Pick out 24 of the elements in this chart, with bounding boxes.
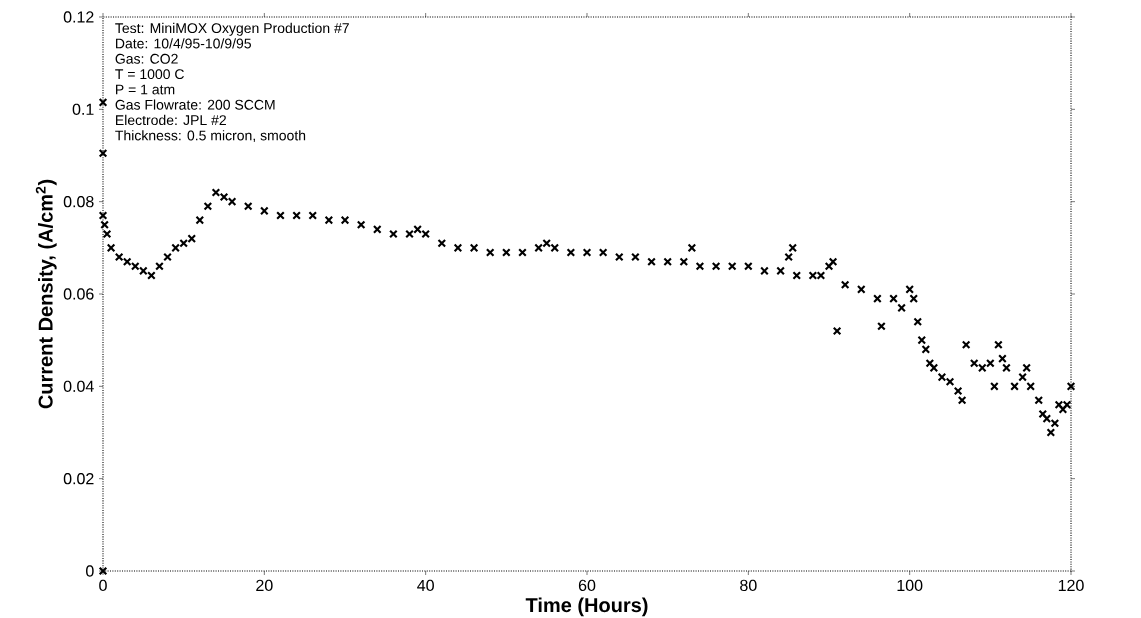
annotation: Electrode: JPL #2 bbox=[116, 114, 226, 126]
annotation: Thickness: 0.5 micron, smooth bbox=[115, 130, 306, 143]
annotation: Test: MiniMOX Oxygen Production #7 bbox=[115, 22, 349, 36]
x-tick-label: 100 bbox=[897, 579, 923, 592]
x-axis-title: Time (Hours) bbox=[525, 597, 648, 617]
annotation: Gas Flowrate: 200 SCCM bbox=[115, 99, 275, 110]
x-tick-label: 80 bbox=[740, 579, 757, 592]
annotation: Gas: CO2 bbox=[115, 53, 178, 64]
y-tick-label: 0.08 bbox=[63, 196, 94, 208]
y-tick-label: 0 bbox=[86, 565, 94, 577]
x-tick-label: 0 bbox=[99, 579, 107, 592]
annotation: Date: 10/4/95-10/9/95 bbox=[116, 38, 251, 49]
y-tick-label: 0.04 bbox=[63, 380, 94, 392]
y-tick-label: 0.06 bbox=[63, 288, 94, 300]
x-tick-label: 40 bbox=[417, 579, 434, 592]
x-tick-label: 120 bbox=[1058, 579, 1084, 592]
annotation: P = 1 atm bbox=[116, 84, 175, 95]
y-tick-label: 0.1 bbox=[72, 103, 94, 115]
annotation: T = 1000 C bbox=[115, 69, 184, 80]
x-tick-label: 20 bbox=[256, 579, 273, 592]
x-tick-label: 60 bbox=[578, 579, 596, 592]
y-tick-label: 0.02 bbox=[63, 473, 94, 485]
y-axis-title: Current Density, (A/cm$^{2}$) bbox=[35, 179, 57, 409]
y-tick-label: 0.12 bbox=[63, 11, 94, 23]
